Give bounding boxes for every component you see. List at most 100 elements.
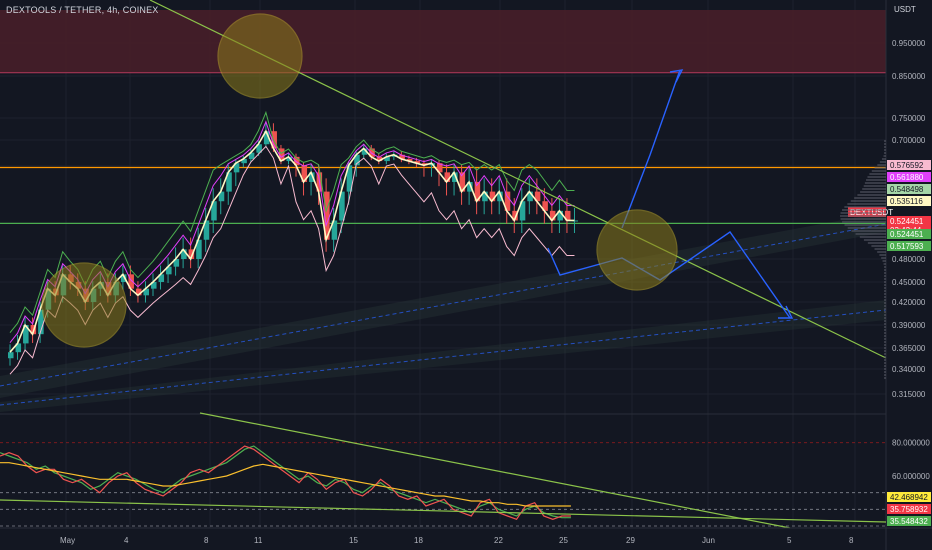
volume-profile-bar <box>877 251 886 253</box>
candle-body <box>542 201 548 211</box>
lower-channel <box>0 300 886 412</box>
candle-body <box>376 156 383 162</box>
volume-profile-bar <box>859 236 886 238</box>
resistance-zone <box>0 10 886 73</box>
candle-body <box>557 210 563 221</box>
osc-support-trendline <box>0 499 887 523</box>
volume-profile-bar <box>866 179 886 181</box>
volume-profile-bar <box>863 239 886 241</box>
price-tick-label: 0.365000 <box>892 344 926 353</box>
osc-tick-label: 60.000000 <box>892 472 930 481</box>
currency-label: USDT <box>894 5 916 14</box>
volume-profile-bar <box>884 347 886 349</box>
time-tick-label: 4 <box>124 536 129 545</box>
candle-body <box>196 239 202 259</box>
volume-profile-bar <box>851 230 886 232</box>
candle-body <box>173 259 180 267</box>
candle-body <box>459 172 466 192</box>
price-tick-label: 0.480000 <box>892 255 926 264</box>
volume-profile-bar <box>847 227 886 229</box>
volume-profile-bar <box>881 257 886 259</box>
candle-body <box>309 172 315 182</box>
volume-profile-bar <box>863 185 886 187</box>
candle-body <box>233 163 240 173</box>
volume-profile-bar <box>884 272 886 274</box>
volume-profile-bar <box>874 248 886 250</box>
price-label: 0.561880 <box>890 173 924 182</box>
volume-profile-bar <box>884 368 886 370</box>
time-tick-label: 22 <box>494 536 503 545</box>
volume-profile-bar <box>857 194 886 196</box>
time-tick-label: 29 <box>626 536 635 545</box>
candle-body <box>414 161 420 164</box>
volume-profile-bar <box>854 197 886 199</box>
candle-body <box>241 158 247 164</box>
candle-body <box>512 210 518 221</box>
volume-profile-bar <box>840 218 886 220</box>
projection-down-arrow <box>778 305 794 319</box>
volume-profile-bar <box>884 359 886 361</box>
candle-body <box>151 282 157 289</box>
volume-profile-bar <box>884 290 886 292</box>
volume-profile-bar <box>869 173 886 175</box>
volume-profile-bar <box>884 320 886 322</box>
osc-series-line <box>0 445 571 521</box>
price-tick-label: 0.850000 <box>892 72 926 81</box>
candle-body <box>211 201 217 221</box>
price-tick-label: 0.950000 <box>892 39 926 48</box>
price-label: 0.517593 <box>890 242 924 251</box>
candle-body <box>120 274 127 282</box>
volume-profile-bar <box>884 332 886 334</box>
candle-body <box>406 158 413 162</box>
price-label-bg <box>887 229 931 239</box>
volume-profile-bar <box>871 245 886 247</box>
candle-body <box>263 131 270 145</box>
candle-body <box>534 191 541 202</box>
upper-channel-mid <box>0 223 887 387</box>
candle-body <box>339 191 345 221</box>
volume-profile-bar <box>884 302 886 304</box>
price-tick-label: 0.390000 <box>892 321 926 330</box>
volume-profile-bar <box>884 317 886 319</box>
time-tick-label: 8 <box>204 536 209 545</box>
price-label: 0.524451 <box>890 230 924 239</box>
volume-profile-bar <box>884 305 886 307</box>
time-tick-label: 11 <box>254 536 263 545</box>
candle-body <box>294 156 300 166</box>
lower-channel-mid <box>0 309 887 406</box>
volume-profile-bar <box>862 188 886 190</box>
volume-profile-bar <box>884 266 886 268</box>
volume-profile-bar <box>884 344 886 346</box>
price-label-bg <box>887 172 931 182</box>
volume-profile-bar <box>867 176 886 178</box>
price-label: 0.576592 <box>890 161 924 170</box>
candle-body <box>278 148 285 162</box>
volume-profile-bar <box>884 296 886 298</box>
price-label: 0.524451 <box>890 217 924 226</box>
candle-body <box>549 210 556 221</box>
price-label-bg <box>887 216 931 226</box>
volume-profile-bar <box>884 293 886 295</box>
candle-body <box>482 191 488 202</box>
volume-profile-bar <box>884 326 886 328</box>
volume-profile-bar <box>884 371 886 373</box>
volume-profile-bar <box>871 170 886 172</box>
time-tick-label: 5 <box>787 536 792 545</box>
osc-label-bg <box>887 516 931 526</box>
volume-profile-bar <box>842 221 886 223</box>
volume-profile-bar <box>884 299 886 301</box>
time-tick-label: Jun <box>702 536 715 545</box>
price-tick-label: 0.315000 <box>892 390 926 399</box>
volume-profile-bar <box>884 269 886 271</box>
candle-body <box>248 152 255 159</box>
volume-profile-bar <box>884 275 886 277</box>
volume-profile-bar <box>884 308 886 310</box>
candle-body <box>166 266 172 275</box>
volume-profile-bar <box>884 356 886 358</box>
volume-profile-bar <box>860 191 886 193</box>
volume-profile-bar <box>882 260 886 262</box>
osc-descending-trendline <box>199 412 791 529</box>
volume-profile-bar <box>874 167 886 169</box>
price-label: 0.535116 <box>890 197 923 206</box>
